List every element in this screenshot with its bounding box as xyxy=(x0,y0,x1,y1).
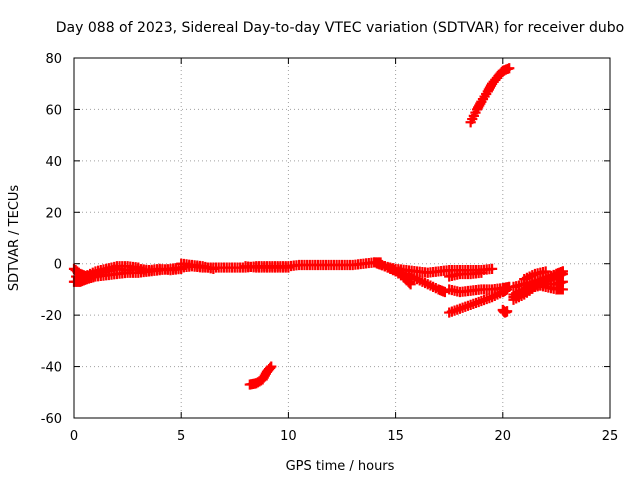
gridlines xyxy=(74,58,610,418)
y-tick-label: -60 xyxy=(41,412,62,427)
x-tick-label: 5 xyxy=(177,429,185,444)
data-point-arc-right-8 xyxy=(557,266,568,277)
plot-frame xyxy=(73,57,611,419)
y-tick-label: 40 xyxy=(45,155,62,170)
x-tick-label: 20 xyxy=(495,429,512,444)
y-tick-label: -40 xyxy=(41,361,62,376)
x-tick-label: 15 xyxy=(387,429,404,444)
data-points xyxy=(68,63,568,390)
y-tick-label: 60 xyxy=(45,103,62,118)
y-tick-label: 20 xyxy=(45,206,62,221)
y-tick-label: 0 xyxy=(54,258,62,273)
data-point-arc-lower-rise xyxy=(501,284,513,295)
data-point-arc-lower-short xyxy=(476,267,487,278)
data-point-arc-descend-3 xyxy=(486,263,498,274)
x-axis-label: GPS time / hours xyxy=(286,459,395,474)
data-point-arc-short-b xyxy=(176,263,187,274)
x-tick-label: 0 xyxy=(70,429,78,444)
data-point-arc-right-7 xyxy=(557,284,568,295)
x-tick-label: 10 xyxy=(280,429,297,444)
y-axis-label: SDTVAR / TECUs xyxy=(7,185,22,292)
chart-title: Day 088 of 2023, Sidereal Day-to-day VTE… xyxy=(56,20,624,36)
data-point-arc-rise xyxy=(504,63,515,74)
y-tick-label: 80 xyxy=(45,52,62,67)
x-tick-label: 25 xyxy=(602,429,619,444)
data-point-arc-low xyxy=(266,361,277,372)
data-point-arc-short-c xyxy=(283,262,294,273)
y-tick-label: -20 xyxy=(41,309,62,324)
axis-ticks: 0 5 10 15 20 25 -60 -40 -20 0 20 40 60 80 xyxy=(41,52,619,444)
data-point-arc-short-a xyxy=(208,263,219,274)
data-point-arc-right-1 xyxy=(501,306,513,317)
